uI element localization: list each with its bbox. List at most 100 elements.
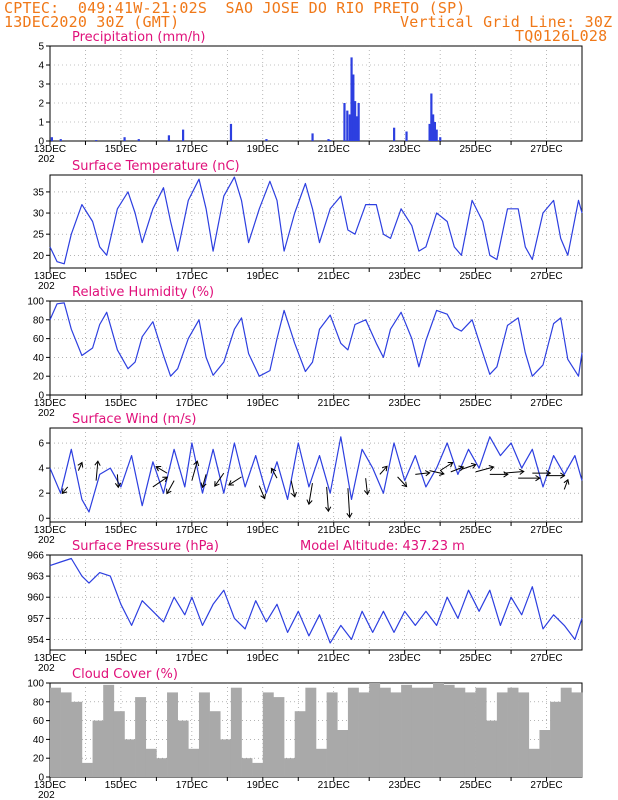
wind-arrow-head — [535, 475, 541, 482]
cloud-bar — [411, 687, 423, 777]
cloud-bar — [486, 720, 498, 777]
cloud-bar — [252, 762, 264, 777]
wind-arrow-head — [447, 462, 454, 468]
precip-bar — [352, 74, 355, 141]
header-station: CPTEC: 049:41W-21:02S SAO JOSE DO RIO PR… — [4, 0, 466, 17]
wind-arrow-head — [77, 461, 84, 468]
cloud-bar — [528, 748, 540, 777]
cloud-bar — [167, 692, 178, 777]
cloud-bar — [454, 687, 466, 777]
x-tick-label: 27DEC — [530, 780, 562, 791]
wind-arrow-head — [162, 476, 169, 482]
wind-arrow-shaft — [429, 470, 445, 475]
x-year-label: 202 — [38, 154, 55, 165]
cloud-bar — [294, 711, 306, 777]
x-tick-label: 27DEC — [530, 525, 562, 536]
cloud-bar — [379, 687, 391, 777]
x-tick-label: 15DEC — [105, 271, 137, 282]
wind-arrow-head — [401, 481, 408, 488]
y-tick-label: 40 — [33, 735, 45, 746]
x-tick-label: 19DEC — [247, 271, 279, 282]
x-tick-label: 17DEC — [176, 144, 208, 155]
y-tick-label: 30 — [33, 209, 45, 220]
wind-arrow-head — [439, 469, 445, 476]
wind-arrow-head — [545, 469, 552, 477]
precip-bar — [167, 135, 171, 141]
x-tick-label: 21DEC — [318, 398, 350, 409]
wind-arrow-shaft — [61, 486, 69, 494]
x-tick-label: 15DEC — [105, 653, 137, 664]
panel-title: Precipitation (mm/h) — [72, 30, 205, 45]
wind-arrow-head — [519, 468, 525, 475]
x-tick-label: 27DEC — [530, 144, 562, 155]
cloud-bar — [507, 687, 519, 777]
x-tick-label: 21DEC — [318, 525, 350, 536]
x-tick-label: 13DEC — [34, 780, 66, 791]
cloud-bar — [305, 687, 317, 777]
wind-arrow-head — [563, 478, 570, 485]
wind-arrow-head — [363, 489, 371, 496]
wind-arrow-shaft — [379, 465, 388, 475]
y-tick-label: 963 — [27, 572, 44, 583]
y-tick-label: 960 — [27, 593, 44, 604]
x-year-label: 202 — [38, 281, 55, 292]
x-tick-label: 25DEC — [459, 144, 491, 155]
y-tick-label: 20 — [33, 251, 45, 262]
x-year-label: 202 — [38, 663, 55, 674]
panel-title: Surface Wind (m/s) — [72, 412, 196, 427]
x-tick-label: 13DEC — [34, 525, 66, 536]
x-tick-label: 15DEC — [105, 780, 137, 791]
x-tick-label: 17DEC — [176, 271, 208, 282]
precip-bar — [123, 137, 126, 141]
cloud-bar — [518, 692, 530, 777]
cloud-bar — [113, 711, 125, 777]
precip-bar — [435, 129, 438, 141]
panel-title: Surface Temperature (nC) — [72, 159, 240, 174]
panel-frame — [49, 45, 583, 142]
y-tick-label: 3 — [38, 80, 44, 91]
x-tick-label: 15DEC — [105, 398, 137, 409]
precip-bar — [265, 139, 268, 141]
panel-subtitle: Model Altitude: 437.23 m — [300, 539, 465, 554]
x-tick-label: 25DEC — [459, 525, 491, 536]
wind-arrow-head — [114, 482, 122, 489]
header-grid-line: Vertical Grid Line: 30Z — [400, 13, 613, 31]
x-tick-label: 19DEC — [247, 398, 279, 409]
cloud-bar — [273, 697, 285, 777]
cloud-bar — [230, 687, 242, 777]
y-tick-label: 966 — [27, 551, 44, 562]
wind-arrow-head — [382, 465, 388, 472]
cloud-bar — [347, 687, 359, 777]
wind-arrow-head — [155, 466, 162, 472]
precip-bar — [343, 103, 346, 141]
x-tick-label: 27DEC — [530, 653, 562, 664]
y-tick-label: 2 — [38, 99, 44, 110]
y-tick-label: 5 — [38, 42, 44, 53]
x-tick-label: 27DEC — [530, 271, 562, 282]
wind-arrow-head — [470, 462, 477, 469]
precip-bar — [137, 139, 140, 141]
y-tick-label: 1 — [38, 118, 44, 129]
wind-arrow-head — [200, 482, 207, 489]
wind-arrow-shaft — [397, 476, 407, 487]
x-tick-label: 21DEC — [318, 653, 350, 664]
cloud-bar — [81, 762, 93, 777]
wind-arrow-shaft — [347, 488, 351, 518]
x-tick-label: 23DEC — [389, 271, 421, 282]
cloud-bar — [241, 758, 253, 777]
header-model: TQ0126L028 — [515, 27, 608, 45]
cloud-bar — [358, 692, 370, 777]
precip-bar — [327, 139, 330, 141]
y-tick-label: 80 — [33, 697, 45, 708]
y-tick-label: 40 — [33, 353, 45, 364]
wind-arrow-shaft — [503, 471, 524, 474]
cloud-bar — [60, 692, 72, 777]
cloud-bar — [539, 730, 551, 777]
wind-arrow-head — [346, 512, 353, 519]
cloud-bar — [560, 687, 572, 777]
y-tick-label: 0 — [38, 391, 44, 402]
